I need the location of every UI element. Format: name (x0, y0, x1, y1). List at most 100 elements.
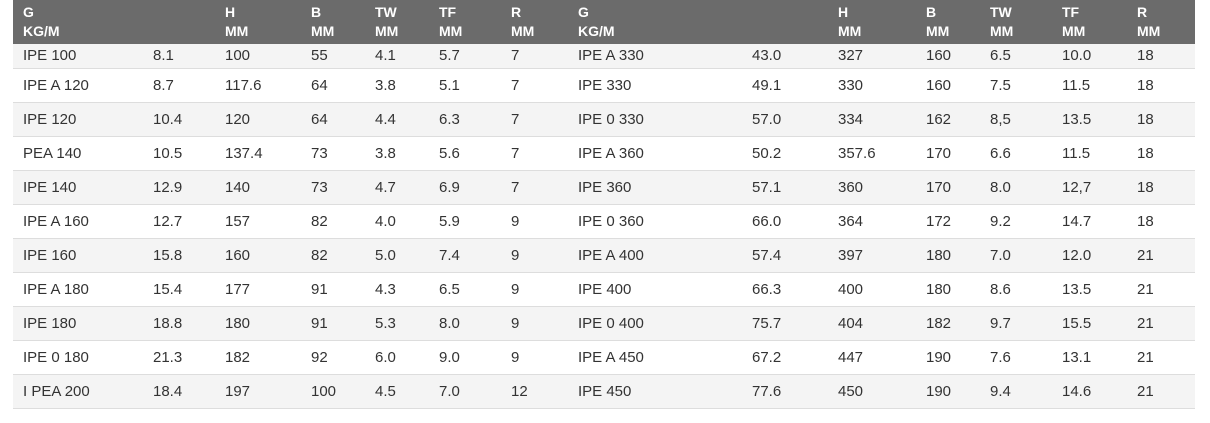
column-header: B MM (916, 0, 980, 44)
table-cell: 18 (1127, 170, 1195, 205)
column-header-name: TW (990, 4, 1012, 20)
table-cell: 330 (828, 68, 916, 103)
table-cell: IPE A 360 (568, 136, 742, 171)
column-header-unit: MM (838, 23, 862, 39)
table-cell: 197 (215, 374, 301, 409)
table-cell: 7.5 (980, 68, 1052, 103)
table-cell: 9 (501, 238, 568, 273)
table-cell: 4.7 (365, 170, 429, 205)
table-cell: 4.5 (365, 374, 429, 409)
table-cell: 64 (301, 102, 365, 137)
table-cell: 12 (501, 374, 568, 409)
table-cell: 21 (1127, 306, 1195, 341)
table-row: IPE 0 180 21.3 182 92 6.0 9.0 9 IPE A 450 67.2 44… (13, 340, 1195, 375)
section-properties-table: G KG/M H MM B MM TW MM TF MM R MM G KG/M H MM B MM TW MM TF M… (13, 0, 1195, 409)
table-cell: 5.7 (429, 44, 501, 69)
table-cell: 160 (916, 44, 980, 69)
table-cell: 7 (501, 102, 568, 137)
table-cell: 9.2 (980, 204, 1052, 239)
column-header-name: B (311, 4, 322, 20)
table-cell: 21 (1127, 272, 1195, 307)
column-header-unit: MM (311, 23, 335, 39)
table-cell: 82 (301, 204, 365, 239)
section-properties-table-container: G KG/M H MM B MM TW MM TF MM R MM G KG/M H MM B MM TW MM TF M… (13, 0, 1195, 409)
column-header: TW MM (980, 0, 1052, 44)
table-cell: 4.0 (365, 204, 429, 239)
table-cell: 8.7 (143, 68, 215, 103)
table-cell: 14.6 (1052, 374, 1127, 409)
table-cell: 120 (215, 102, 301, 137)
table-cell: IPE 0 400 (568, 306, 742, 341)
column-header: TW MM (365, 0, 429, 44)
table-cell: 91 (301, 272, 365, 307)
table-cell: IPE A 450 (568, 340, 742, 375)
table-cell: IPE A 180 (13, 272, 143, 307)
table-cell: 100 (215, 44, 301, 69)
table-cell: 21 (1127, 374, 1195, 409)
table-cell: 8.1 (143, 44, 215, 69)
column-header-name: B (926, 4, 937, 20)
table-cell: 360 (828, 170, 916, 205)
table-cell: 15.5 (1052, 306, 1127, 341)
table-cell: 50.2 (742, 136, 828, 171)
table-cell: 8,5 (980, 102, 1052, 137)
table-cell: 160 (215, 238, 301, 273)
table-cell: 7 (501, 44, 568, 69)
table-cell: 18 (1127, 68, 1195, 103)
column-header-name: G (23, 4, 34, 20)
table-cell: 180 (215, 306, 301, 341)
table-cell: 18.4 (143, 374, 215, 409)
table-cell: 5.1 (429, 68, 501, 103)
table-cell: 66.3 (742, 272, 828, 307)
column-header (143, 0, 215, 44)
table-cell: 18 (1127, 44, 1195, 69)
table-cell: IPE 140 (13, 170, 143, 205)
table-cell: 7.0 (429, 374, 501, 409)
table-cell: IPE A 330 (568, 44, 742, 69)
table-cell: 3.8 (365, 136, 429, 171)
table-cell: 190 (916, 374, 980, 409)
table-cell: IPE A 160 (13, 204, 143, 239)
table-cell: 12,7 (1052, 170, 1127, 205)
table-cell: 18 (1127, 102, 1195, 137)
table-cell: 117.6 (215, 68, 301, 103)
table-cell: 92 (301, 340, 365, 375)
table-cell: 172 (916, 204, 980, 239)
table-row: IPE 140 12.9 140 73 4.7 6.9 7 IPE 360 57.1 360 170… (13, 170, 1195, 205)
table-row: IPE 120 10.4 120 64 4.4 6.3 7 IPE 0 330 57.0 334 1… (13, 102, 1195, 137)
table-cell: 10.0 (1052, 44, 1127, 69)
table-cell: 15.4 (143, 272, 215, 307)
table-cell: 357.6 (828, 136, 916, 171)
table-cell: 21 (1127, 238, 1195, 273)
table-row: IPE 180 18.8 180 91 5.3 8.0 9 IPE 0 400 75.7 404 1… (13, 306, 1195, 341)
table-cell: 77.6 (742, 374, 828, 409)
table-cell: 12.0 (1052, 238, 1127, 273)
table-cell: 8.0 (429, 306, 501, 341)
table-cell: 8.6 (980, 272, 1052, 307)
table-row: I PEA 200 18.4 197 100 4.5 7.0 12 IPE 450 77.6 45… (13, 374, 1195, 409)
table-cell: 6.9 (429, 170, 501, 205)
table-cell: 6.5 (429, 272, 501, 307)
table-cell: 404 (828, 306, 916, 341)
column-header (742, 0, 828, 44)
table-row: IPE 100 8.1 100 55 4.1 5.7 7 IPE A 330 43.0 327 16… (13, 44, 1195, 69)
table-cell: 9.7 (980, 306, 1052, 341)
table-cell: 182 (916, 306, 980, 341)
table-cell: IPE 100 (13, 44, 143, 69)
table-cell: 5.6 (429, 136, 501, 171)
table-body: IPE 100 8.1 100 55 4.1 5.7 7 IPE A 330 43.0 327 16… (13, 44, 1195, 409)
table-cell: 21.3 (143, 340, 215, 375)
table-cell: 73 (301, 136, 365, 171)
table-row: IPE A 120 8.7 117.6 64 3.8 5.1 7 IPE 330 49.1 330… (13, 68, 1195, 103)
column-header-unit: MM (375, 23, 399, 39)
column-header: H MM (215, 0, 301, 44)
table-cell: 13.1 (1052, 340, 1127, 375)
table-cell: 66.0 (742, 204, 828, 239)
table-cell: 4.1 (365, 44, 429, 69)
column-header-unit: MM (926, 23, 950, 39)
table-cell: 9 (501, 272, 568, 307)
table-cell: IPE A 120 (13, 68, 143, 103)
table-cell: 8.0 (980, 170, 1052, 205)
column-header: G KG/M (13, 0, 143, 44)
table-cell: PEA 140 (13, 136, 143, 171)
